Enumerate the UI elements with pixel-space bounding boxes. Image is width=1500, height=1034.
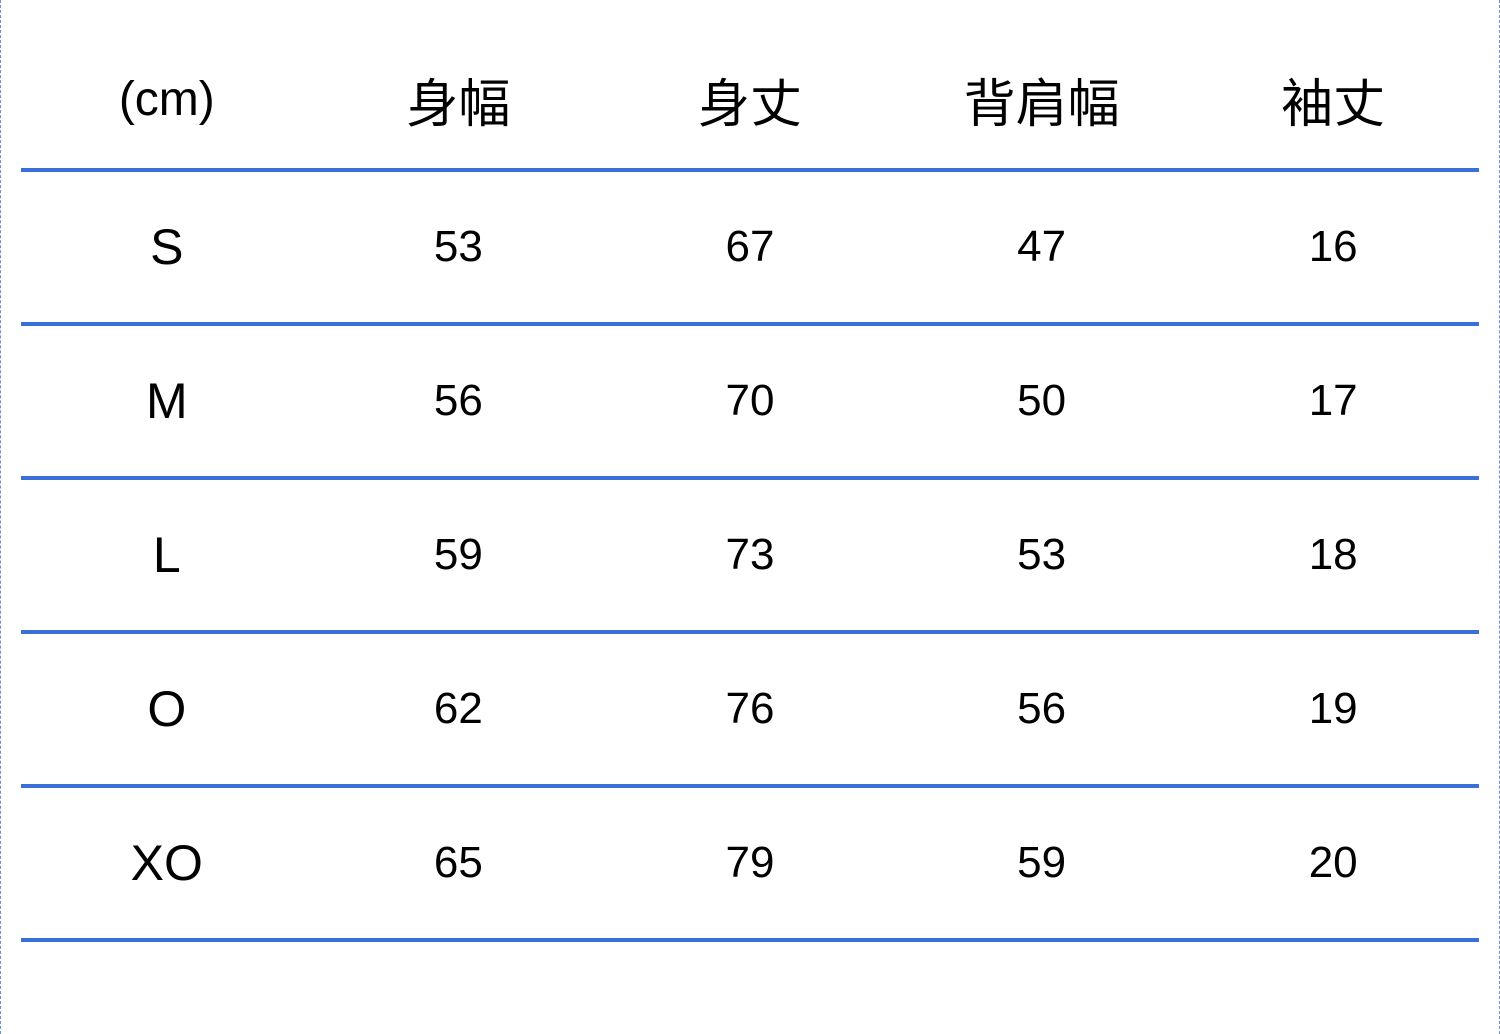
table-header-row: (cm) 身幅 身丈 背肩幅 袖丈 xyxy=(21,30,1479,170)
column-header-sodetake: 袖丈 xyxy=(1187,30,1479,170)
cell-value: 18 xyxy=(1187,478,1479,632)
table-row: O 62 76 56 19 xyxy=(21,632,1479,786)
cell-value: 79 xyxy=(604,786,896,940)
cell-value: 65 xyxy=(313,786,605,940)
cell-value: 70 xyxy=(604,324,896,478)
size-label: O xyxy=(21,632,313,786)
size-label: XO xyxy=(21,786,313,940)
cell-value: 59 xyxy=(313,478,605,632)
cell-value: 59 xyxy=(896,786,1188,940)
cell-value: 62 xyxy=(313,632,605,786)
cell-value: 53 xyxy=(313,170,605,324)
table-row: XO 65 79 59 20 xyxy=(21,786,1479,940)
page-container: (cm) 身幅 身丈 背肩幅 袖丈 S 53 67 47 16 M 56 70 … xyxy=(0,0,1500,1034)
cell-value: 56 xyxy=(896,632,1188,786)
column-header-mitake: 身丈 xyxy=(604,30,896,170)
cell-value: 19 xyxy=(1187,632,1479,786)
cell-value: 17 xyxy=(1187,324,1479,478)
column-header-miwidth: 身幅 xyxy=(313,30,605,170)
table-row: S 53 67 47 16 xyxy=(21,170,1479,324)
cell-value: 56 xyxy=(313,324,605,478)
unit-header: (cm) xyxy=(21,30,313,170)
size-label: S xyxy=(21,170,313,324)
cell-value: 47 xyxy=(896,170,1188,324)
size-chart-table: (cm) 身幅 身丈 背肩幅 袖丈 S 53 67 47 16 M 56 70 … xyxy=(21,30,1479,942)
cell-value: 73 xyxy=(604,478,896,632)
cell-value: 67 xyxy=(604,170,896,324)
size-label: M xyxy=(21,324,313,478)
size-label: L xyxy=(21,478,313,632)
cell-value: 76 xyxy=(604,632,896,786)
column-header-sekata: 背肩幅 xyxy=(896,30,1188,170)
table-row: M 56 70 50 17 xyxy=(21,324,1479,478)
cell-value: 53 xyxy=(896,478,1188,632)
cell-value: 20 xyxy=(1187,786,1479,940)
cell-value: 50 xyxy=(896,324,1188,478)
cell-value: 16 xyxy=(1187,170,1479,324)
table-row: L 59 73 53 18 xyxy=(21,478,1479,632)
